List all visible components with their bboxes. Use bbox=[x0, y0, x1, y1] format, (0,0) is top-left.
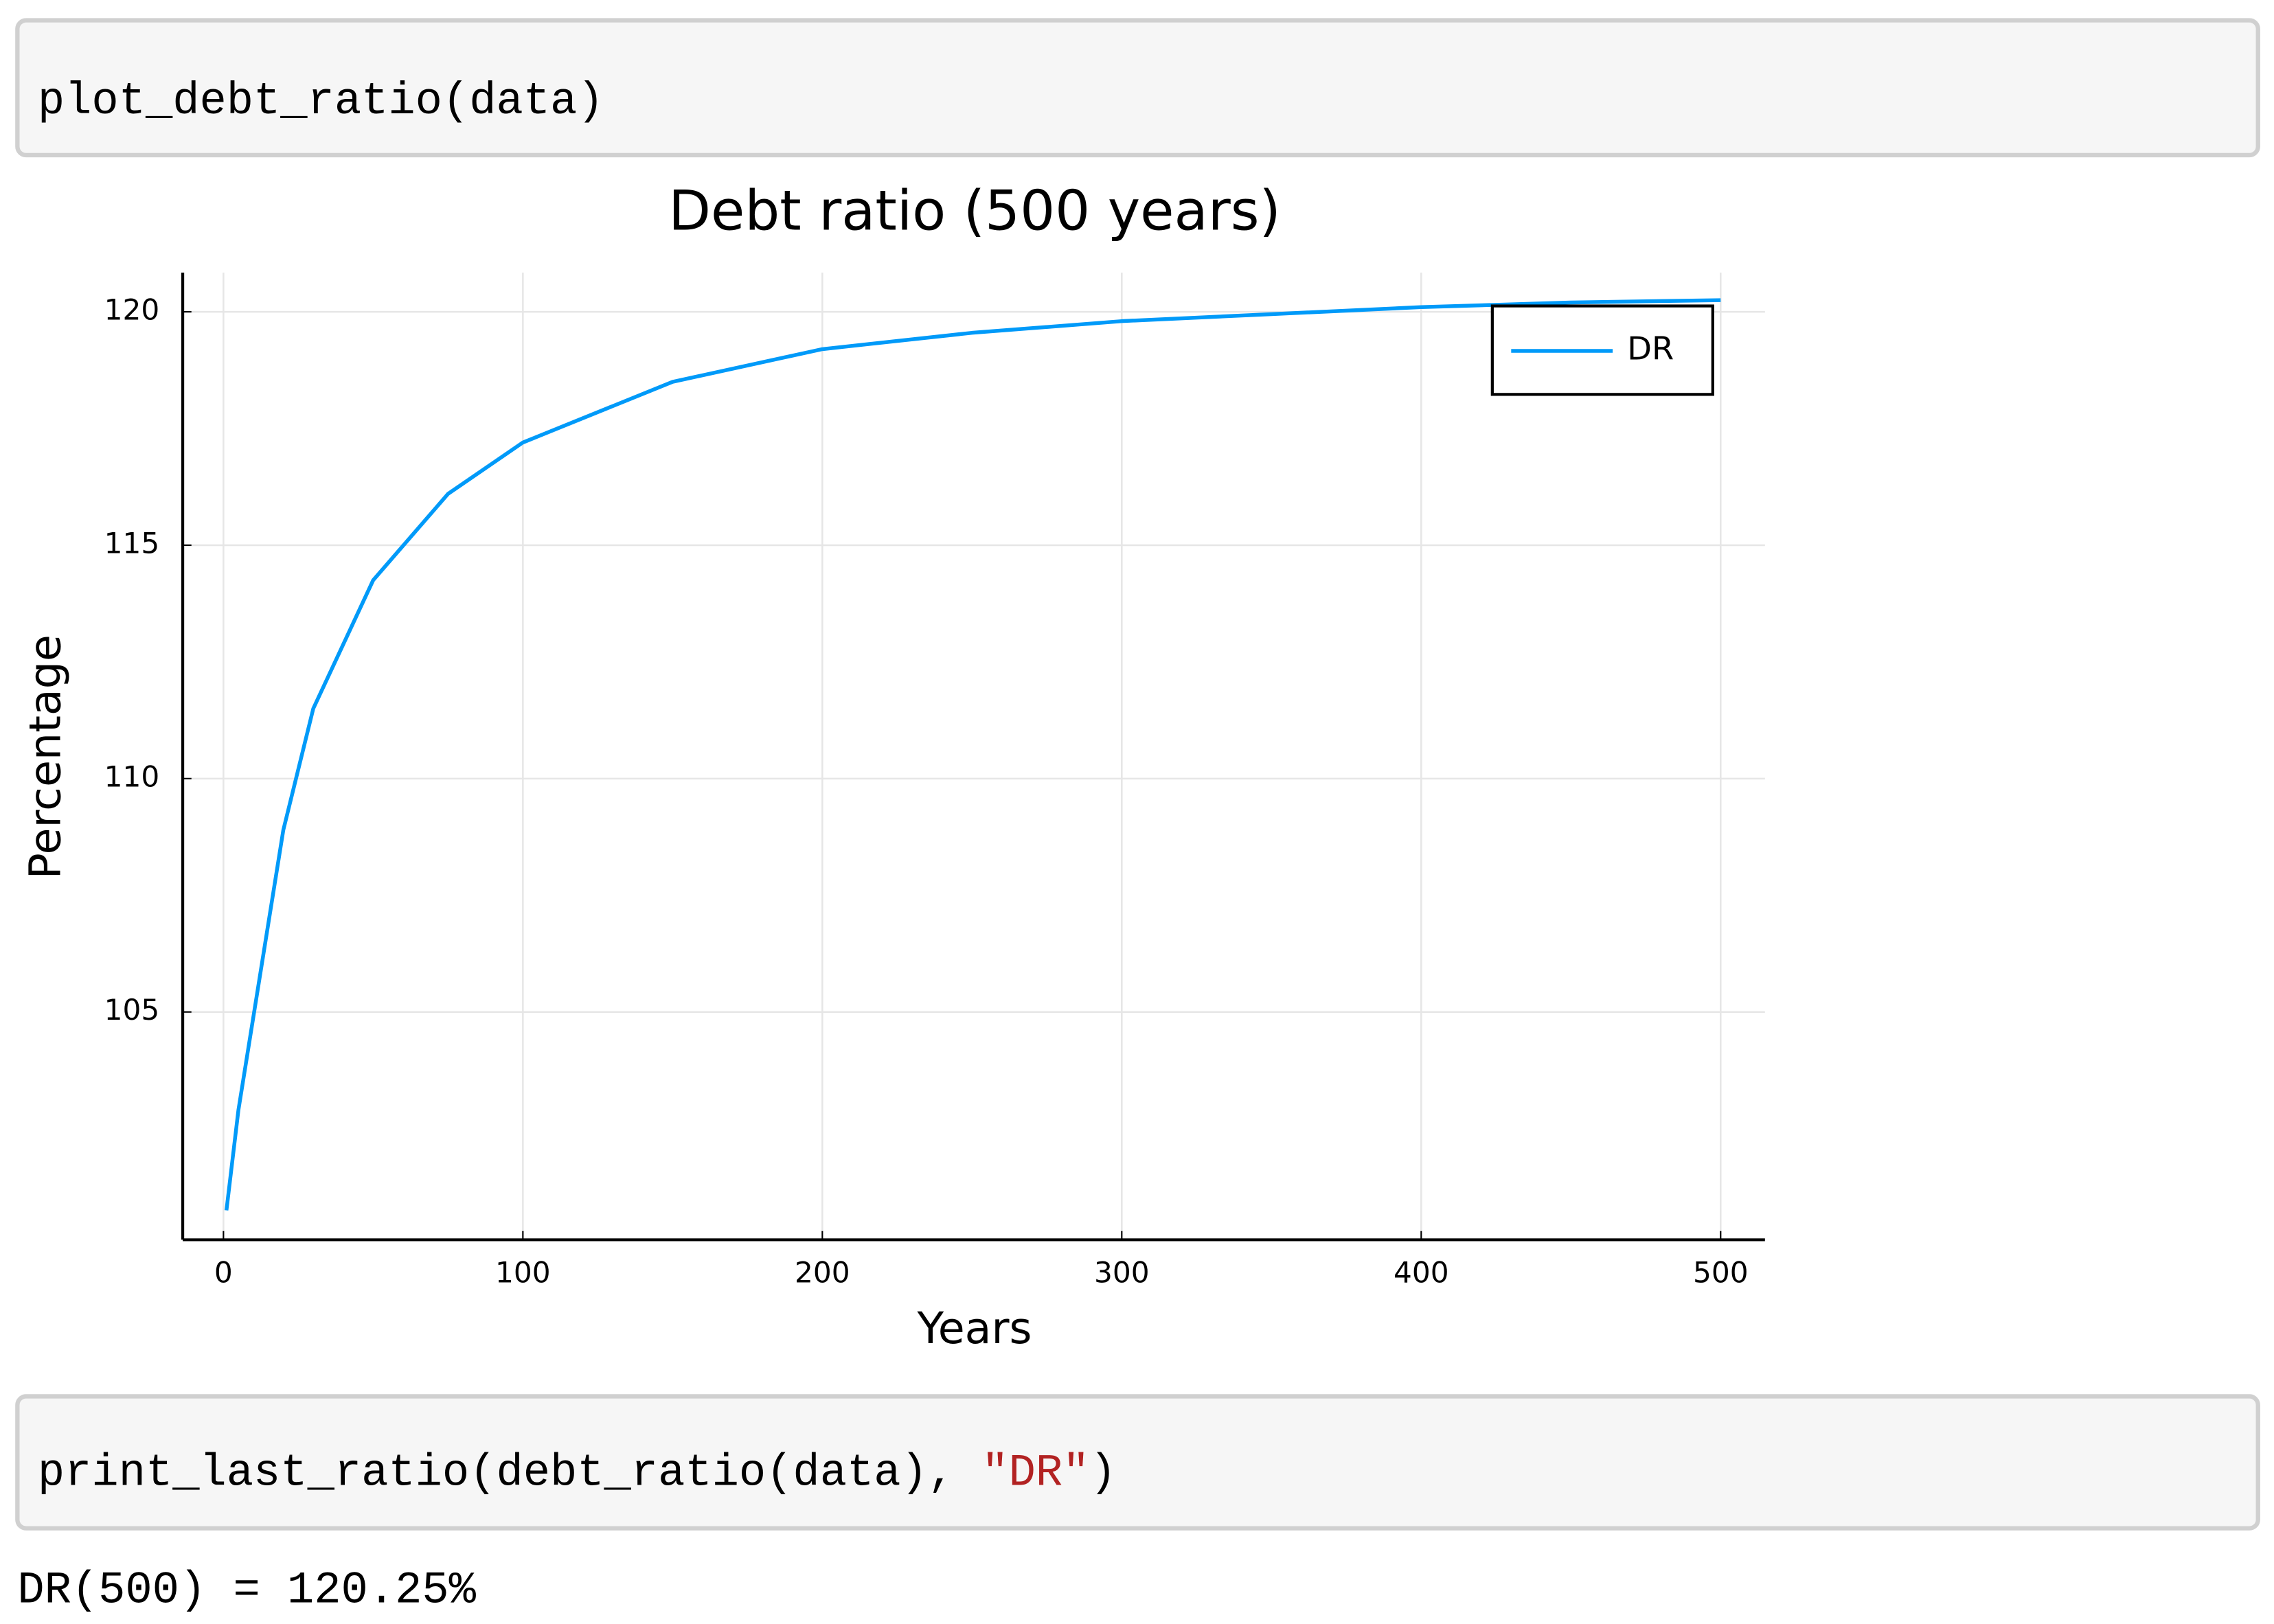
code-part: ) bbox=[1089, 1448, 1116, 1499]
x-tick-label: 100 bbox=[495, 1256, 551, 1290]
code: plot_debt_ratio(data) bbox=[38, 76, 604, 127]
y-tick-label: 115 bbox=[104, 526, 160, 560]
chart-title: Debt ratio (500 years) bbox=[668, 179, 1281, 242]
code: print_last_ratio(debt_ratio(data), "DR") bbox=[38, 1448, 1117, 1499]
cell-output: DR(500) = 120.25% bbox=[17, 1566, 476, 1616]
code-cell[interactable] bbox=[15, 1394, 2260, 1531]
x-tick-label: 500 bbox=[1693, 1256, 1749, 1290]
x-tick-label: 400 bbox=[1394, 1256, 1449, 1290]
code-part: plot_debt_ratio(data) bbox=[38, 76, 604, 127]
x-tick-label: 0 bbox=[214, 1256, 233, 1290]
y-tick-label: 105 bbox=[104, 993, 160, 1027]
y-tick-label: 120 bbox=[104, 293, 160, 327]
x-axis-label: Years bbox=[916, 1303, 1032, 1353]
code-string: "DR" bbox=[981, 1448, 1089, 1499]
code-cell[interactable] bbox=[15, 18, 2260, 158]
x-tick-label: 300 bbox=[1094, 1256, 1150, 1290]
line-series bbox=[224, 298, 1721, 1211]
y-axis-label: Percentage bbox=[19, 634, 70, 879]
y-tick-label: 110 bbox=[104, 759, 160, 793]
x-tick-label: 200 bbox=[795, 1256, 850, 1290]
code-part: print_last_ratio(debt_ratio(data), bbox=[38, 1448, 981, 1499]
legend-label: DR bbox=[1627, 330, 1674, 367]
